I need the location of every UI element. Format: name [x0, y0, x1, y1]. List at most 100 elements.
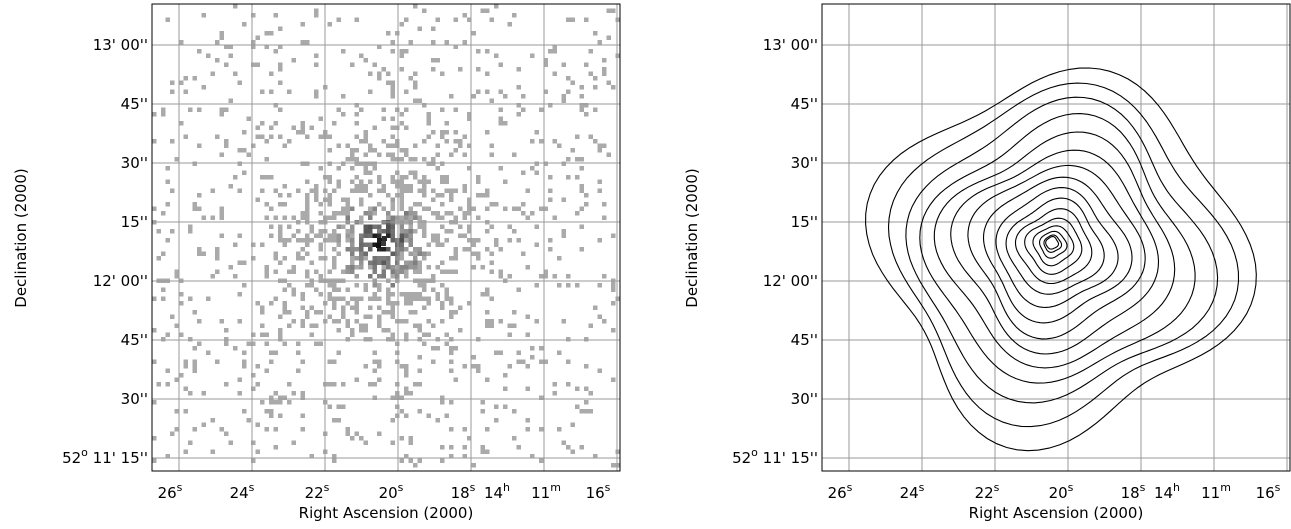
- count-pixel: [516, 85, 521, 90]
- count-pixel: [435, 238, 440, 243]
- count-pixel: [327, 404, 332, 409]
- count-pixel: [390, 116, 395, 121]
- count-pixel: [413, 260, 418, 265]
- count-pixel: [179, 80, 184, 85]
- count-pixel: [170, 229, 175, 234]
- count-pixel: [309, 332, 314, 337]
- count-pixel: [543, 62, 548, 67]
- count-pixel: [503, 121, 508, 126]
- count-pixel: [399, 395, 404, 400]
- count-pixel: [431, 323, 436, 328]
- count-pixel: [408, 215, 413, 220]
- count-pixel: [597, 179, 602, 184]
- count-pixel: [467, 166, 472, 171]
- count-pixel: [242, 260, 247, 265]
- count-pixel: [399, 67, 404, 72]
- count-pixel: [332, 238, 337, 243]
- count-pixel: [287, 310, 292, 315]
- count-pixel: [192, 368, 197, 373]
- count-pixel: [354, 188, 359, 193]
- count-pixel: [237, 319, 242, 324]
- count-pixel: [422, 233, 427, 238]
- count-pixel: [381, 274, 386, 279]
- count-pixel: [386, 152, 391, 157]
- count-pixel: [422, 103, 427, 108]
- count-pixel: [539, 139, 544, 144]
- count-pixel: [417, 337, 422, 342]
- count-pixel: [192, 346, 197, 351]
- count-pixel: [332, 188, 337, 193]
- count-pixel: [291, 440, 296, 445]
- count-pixel: [372, 359, 377, 364]
- count-pixel: [606, 8, 611, 13]
- count-pixel: [332, 454, 337, 459]
- count-pixel: [152, 296, 157, 301]
- count-pixel: [305, 310, 310, 315]
- y-tick-label: 30'': [121, 154, 148, 172]
- count-pixel: [566, 274, 571, 279]
- count-pixel: [197, 319, 202, 324]
- count-pixel: [399, 215, 404, 220]
- count-pixel: [602, 202, 607, 207]
- count-pixel: [264, 175, 269, 180]
- count-pixel: [404, 17, 409, 22]
- count-pixel: [269, 400, 274, 405]
- count-pixel: [305, 233, 310, 238]
- contour-line: [1014, 208, 1093, 285]
- count-pixel: [219, 233, 224, 238]
- y-tick-label: 12' 00'': [93, 272, 148, 290]
- count-pixel: [570, 422, 575, 427]
- count-pixel: [539, 458, 544, 463]
- count-pixel: [314, 233, 319, 238]
- left-panel-counts-image: 26s 24s 22s 20s 18s 14h 11m 16s 13' 00'' 45'' 3…: [12, 3, 621, 522]
- count-pixel: [570, 148, 575, 153]
- count-pixel: [305, 179, 310, 184]
- count-pixel: [408, 211, 413, 216]
- count-pixel: [363, 139, 368, 144]
- count-pixel: [404, 386, 409, 391]
- count-pixel: [161, 287, 166, 292]
- count-pixel: [413, 157, 418, 162]
- count-pixel: [278, 62, 283, 67]
- count-pixel: [471, 265, 476, 270]
- count-pixel: [386, 301, 391, 306]
- count-pixel: [327, 296, 332, 301]
- count-pixel: [282, 242, 287, 247]
- count-pixel: [278, 400, 283, 405]
- count-pixel: [435, 215, 440, 220]
- count-pixel: [395, 269, 400, 274]
- count-pixel: [264, 157, 269, 162]
- count-pixel: [255, 125, 260, 130]
- count-pixel: [336, 238, 341, 243]
- count-pixel: [237, 377, 242, 382]
- count-pixel: [449, 445, 454, 450]
- count-pixel: [588, 409, 593, 414]
- count-pixel: [431, 130, 436, 135]
- count-pixel: [215, 251, 220, 256]
- count-pixel: [269, 175, 274, 180]
- count-pixel: [264, 31, 269, 36]
- count-pixel: [381, 328, 386, 333]
- count-pixel: [350, 296, 355, 301]
- count-pixel: [390, 197, 395, 202]
- count-pixel: [273, 251, 278, 256]
- count-pixel: [404, 332, 409, 337]
- count-pixel: [440, 202, 445, 207]
- count-pixel: [170, 314, 175, 319]
- count-pixel: [372, 265, 377, 270]
- count-pixel: [197, 193, 202, 198]
- count-pixel: [435, 296, 440, 301]
- count-pixel: [588, 134, 593, 139]
- count-pixel: [251, 143, 256, 148]
- count-pixel: [278, 395, 283, 400]
- contour-line: [933, 131, 1176, 369]
- count-pixel: [422, 224, 427, 229]
- count-pixel: [413, 310, 418, 315]
- count-pixel: [395, 157, 400, 162]
- count-pixel: [318, 292, 323, 297]
- count-pixel: [251, 62, 256, 67]
- count-pixel: [552, 215, 557, 220]
- count-pixel: [197, 251, 202, 256]
- contour-line: [1039, 230, 1068, 259]
- count-pixel: [399, 224, 404, 229]
